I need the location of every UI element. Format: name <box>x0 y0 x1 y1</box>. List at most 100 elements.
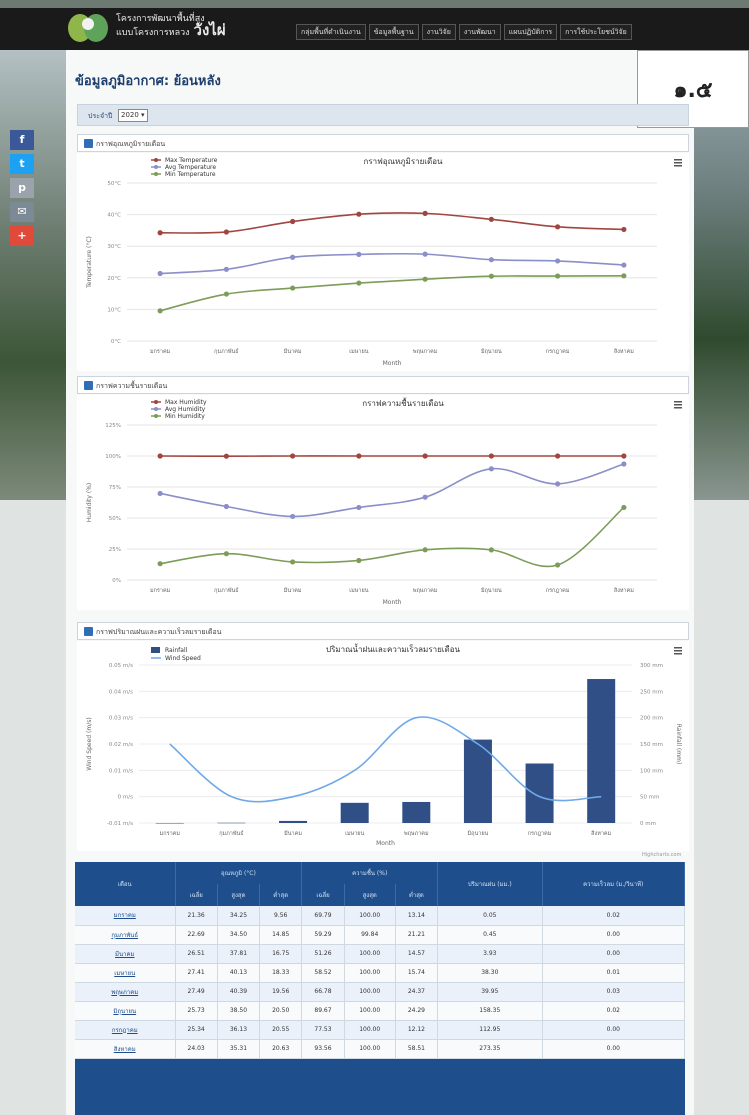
th-hum: ความชื้น (%) <box>301 862 439 884</box>
table-footer <box>75 1069 685 1115</box>
legend-marker <box>154 165 158 169</box>
th-hum-avg: เฉลี่ย <box>301 884 345 906</box>
table-cell: 20.63 <box>259 1039 303 1059</box>
month-link[interactable]: มีนาคม <box>75 944 176 964</box>
nav-item-basic-info[interactable]: ข้อมูลพื้นฐาน <box>368 24 419 40</box>
x-tick-label: กุมภาพันธ์ <box>219 830 243 837</box>
nav-item-development[interactable]: งานพัฒนา <box>458 24 501 40</box>
legend-label: Avg Humidity <box>165 406 206 413</box>
month-link[interactable]: สิงหาคม <box>75 1039 176 1059</box>
facebook-share-icon[interactable]: f <box>10 130 34 150</box>
table-cell: 89.67 <box>301 1001 345 1021</box>
table-cell: 13.14 <box>395 906 439 926</box>
page-title: ข้อมูลภูมิอากาศ: ย้อนหลัง <box>75 74 221 89</box>
year-select[interactable]: 2020 ▾ <box>118 109 148 122</box>
data-point <box>157 230 163 236</box>
table-cell: 93.56 <box>301 1039 345 1059</box>
th-rain: ปริมาณฝน (มม.) <box>437 862 543 906</box>
table-cell: 27.41 <box>175 963 218 983</box>
table-row: เมษายน 27.41 40.13 18.33 58.52 100.00 15.74 38.… <box>75 963 686 983</box>
nav-item-action-plan[interactable]: แผนปฏิบัติการ <box>503 24 558 40</box>
y-tick-label: 100% <box>105 454 121 460</box>
data-point <box>422 210 428 216</box>
data-point <box>290 453 296 459</box>
rain-panel-title: กราฟปริมาณฝนและความเร็วลมรายเดือน <box>96 628 222 636</box>
brand-line-1: โครงการพัฒนาพื้นที่สูง <box>116 14 205 24</box>
humidity-chart: กราฟความชื้นรายเดือน 0% 25% 50% 75% 100% 125% ม… <box>77 395 689 610</box>
table-cell: 37.81 <box>217 944 261 964</box>
table-row: กรกฎาคม 25.34 36.13 20.55 77.53 100.00 12.12 11… <box>75 1020 686 1040</box>
table-cell: 26.51 <box>175 944 218 964</box>
more-share-icon[interactable]: + <box>10 226 34 246</box>
email-share-icon[interactable]: ✉ <box>10 202 34 222</box>
rain-bar <box>587 679 616 823</box>
chart-svg: ปริมาณน้ำฝนและความเร็วลมรายเดือน -0.01 m/… <box>86 643 682 847</box>
chart-credit[interactable]: Highcharts.com <box>642 852 682 858</box>
month-link[interactable]: พฤษภาคม <box>75 982 176 1002</box>
x-tick-label: มกราคม <box>160 831 181 837</box>
table-cell: 24.29 <box>395 1001 439 1021</box>
temp-panel-title: กราฟอุณหภูมิรายเดือน <box>96 140 166 148</box>
month-link[interactable]: มกราคม <box>75 906 176 926</box>
y-tick-label: 40°C <box>107 213 121 219</box>
table-cell: 58.52 <box>301 963 345 983</box>
th-wind: ความเร็วลม (ม./วินาที) <box>542 862 686 906</box>
chart-svg: กราฟอุณหภูมิรายเดือน 0°C 10°C 20°C 30°C 40°C 5… <box>86 157 682 367</box>
legend-swatch <box>151 647 160 653</box>
pinterest-share-icon[interactable]: p <box>10 178 34 198</box>
chart-menu-icon[interactable] <box>674 401 682 409</box>
chart-svg: กราฟความชื้นรายเดือน 0% 25% 50% 75% 100% 125% ม… <box>86 397 682 606</box>
x-tick-label: มิถุนายน <box>481 348 502 355</box>
chart-title: ปริมาณน้ำฝนและความเร็วลมรายเดือน <box>326 643 461 654</box>
table-cell: 69.79 <box>301 906 345 926</box>
brand-title[interactable]: โครงการพัฒนาพื้นที่สูง แบบโครงการหลวง วัง… <box>116 14 226 39</box>
data-point <box>157 453 163 459</box>
rain-bar <box>217 822 246 824</box>
y-tick-label-left: 0.04 m/s <box>109 689 133 695</box>
month-link[interactable]: มิถุนายน <box>75 1001 176 1021</box>
month-link[interactable]: กุมภาพันธ์ <box>75 925 176 945</box>
main-nav: กลุ่มพื้นที่ดำเนินงาน ข้อมูลพื้นฐาน งานว… <box>296 24 632 40</box>
month-link[interactable]: กรกฎาคม <box>75 1020 176 1040</box>
data-point <box>356 211 362 217</box>
nav-item-research-use[interactable]: การใช้ประโยชน์วิจัย <box>560 24 632 40</box>
table-row: สิงหาคม 24.03 35.31 20.63 93.56 100.00 58.51 27… <box>75 1039 686 1059</box>
chart-panel-icon <box>84 627 93 636</box>
nav-item-areas[interactable]: กลุ่มพื้นที่ดำเนินงาน <box>296 24 366 40</box>
y-tick-label-right: 50 mm <box>640 795 659 801</box>
data-point <box>223 551 229 557</box>
data-point <box>223 453 229 459</box>
table-cell: 40.13 <box>217 963 261 983</box>
x-tick-label: กรกฎาคม <box>546 588 570 594</box>
month-link[interactable]: เมษายน <box>75 963 176 983</box>
chart-menu-icon[interactable] <box>674 647 682 655</box>
data-point <box>621 453 627 459</box>
x-tick-label: สิงหาคม <box>613 348 634 355</box>
logo-icon[interactable] <box>66 12 110 44</box>
temperature-chart: กราฟอุณหภูมิรายเดือน 0°C 10°C 20°C 30°C 40°C 5… <box>77 153 689 371</box>
table-cell: 38.30 <box>437 963 543 983</box>
data-point <box>157 490 163 497</box>
y-tick-label: 50% <box>109 516 121 522</box>
table-cell: 100.00 <box>344 982 396 1002</box>
legend-marker <box>154 414 158 418</box>
x-axis-label: Month <box>383 599 402 606</box>
table-cell: 9.56 <box>259 906 303 926</box>
climate-table: เดือน อุณหภูมิ (°C) ความชื้น (%) ปริมาณฝ… <box>75 862 686 1059</box>
table-cell: 0.03 <box>542 982 686 1002</box>
y-tick-label-left: 0.03 m/s <box>109 716 133 722</box>
x-axis-label: Month <box>376 840 395 847</box>
series-line <box>159 275 624 312</box>
x-tick-label: สิงหาคม <box>613 587 634 594</box>
table-cell: 100.00 <box>344 1039 396 1059</box>
table-cell: 99.84 <box>344 925 396 945</box>
twitter-share-icon[interactable]: t <box>10 154 34 174</box>
legend-marker <box>154 400 158 404</box>
nav-item-research[interactable]: งานวิจัย <box>421 24 456 40</box>
table-cell: 0.01 <box>542 963 686 983</box>
table-cell: 0.45 <box>437 925 543 945</box>
chart-menu-icon[interactable] <box>674 159 682 167</box>
climate-table-wrap: เดือน อุณหภูมิ (°C) ความชื้น (%) ปริมาณฝ… <box>75 862 686 1115</box>
table-cell: 12.12 <box>395 1020 439 1040</box>
data-point <box>555 224 561 230</box>
